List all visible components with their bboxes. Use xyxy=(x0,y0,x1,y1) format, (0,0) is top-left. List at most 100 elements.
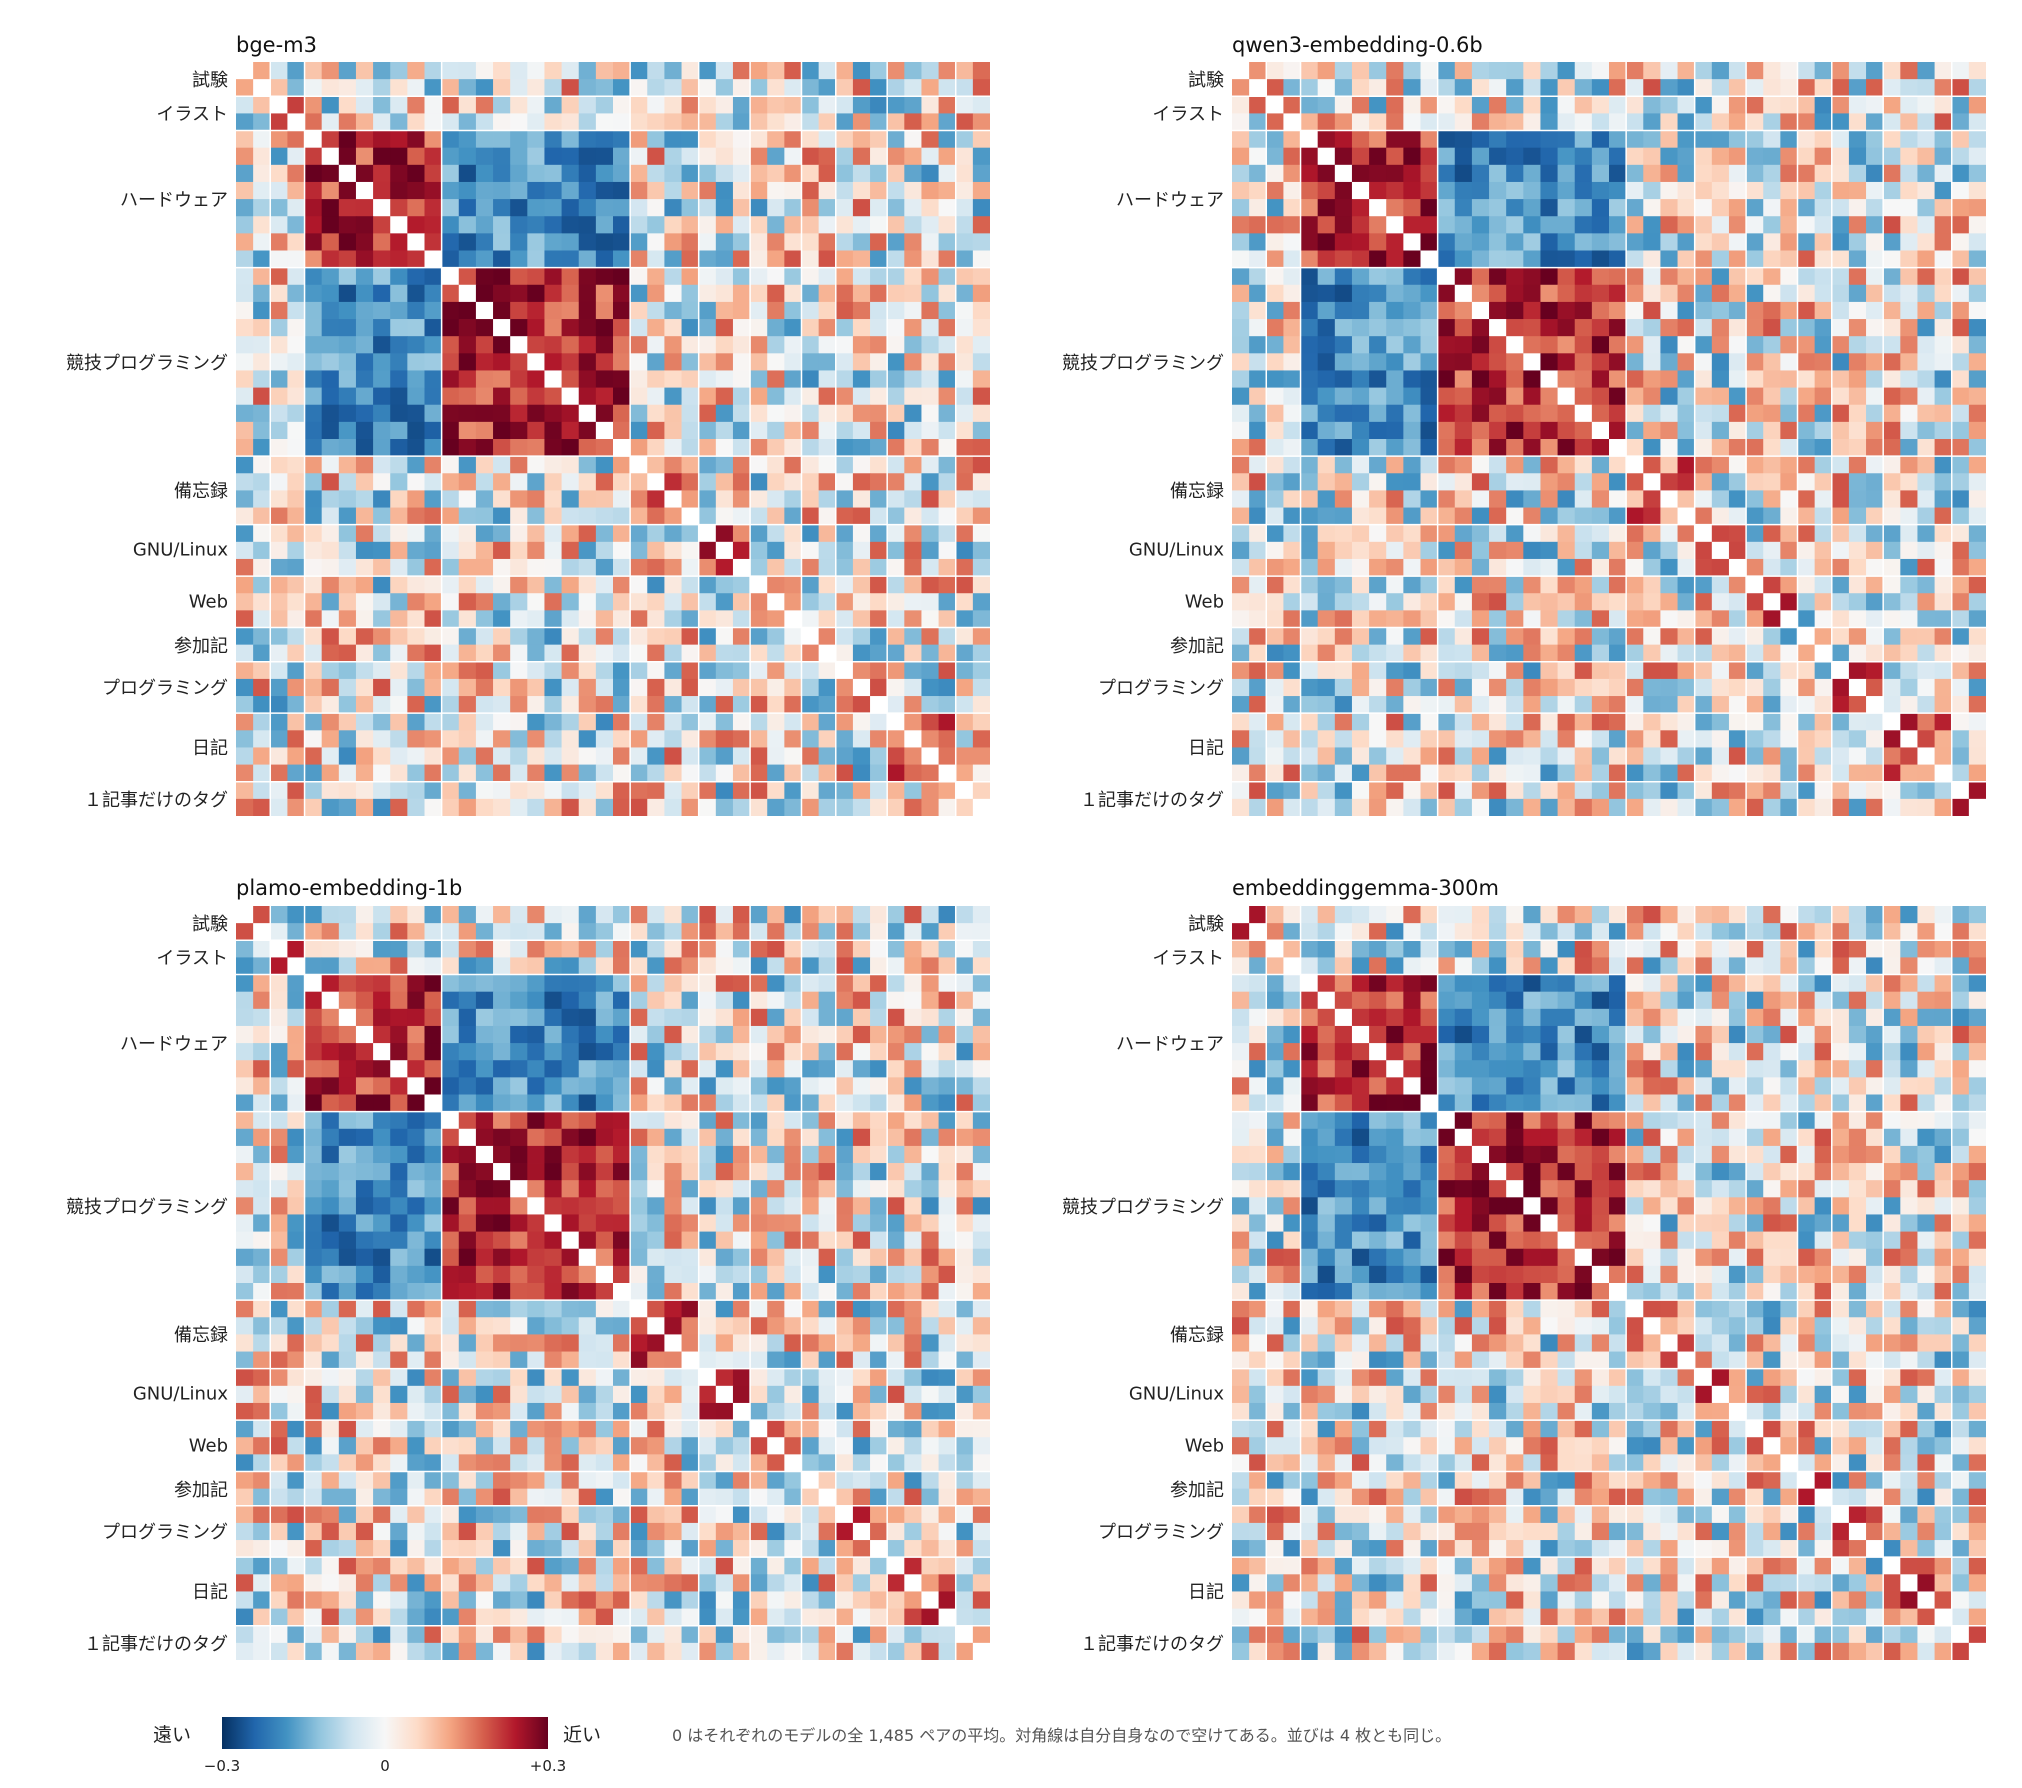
heatmap-cell xyxy=(681,1145,700,1164)
heatmap-cell xyxy=(578,730,597,748)
heatmap-cell xyxy=(1883,233,1901,251)
heatmap-cell xyxy=(1420,301,1439,320)
heatmap-cell xyxy=(1403,387,1421,406)
heatmap-cell xyxy=(1883,353,1901,371)
heatmap-cell xyxy=(801,1145,820,1164)
heatmap-cell xyxy=(1609,781,1627,800)
heatmap-cell xyxy=(1746,250,1764,269)
heatmap-cell xyxy=(424,233,443,251)
heatmap-cell xyxy=(1232,301,1250,320)
heatmap-cell xyxy=(561,96,580,114)
heatmap-cell xyxy=(287,940,305,958)
heatmap-cell xyxy=(321,1231,340,1250)
heatmap-cell xyxy=(441,1180,460,1198)
heatmap-cell xyxy=(1249,507,1267,526)
heatmap-cell xyxy=(1848,696,1867,714)
heatmap-cell xyxy=(664,1077,682,1095)
heatmap-cell xyxy=(527,558,545,577)
heatmap-cell xyxy=(578,490,597,508)
heatmap-cell xyxy=(1437,507,1456,526)
heatmap-cell xyxy=(1883,627,1901,646)
heatmap-cell xyxy=(1317,181,1336,200)
heatmap-cell xyxy=(955,319,974,337)
heatmap-cell xyxy=(510,1008,528,1027)
heatmap-cell xyxy=(887,1060,905,1078)
heatmap-cell xyxy=(852,576,871,594)
heatmap-cell xyxy=(270,1214,288,1232)
heatmap-cell xyxy=(870,1145,888,1164)
heatmap-cell xyxy=(972,1145,990,1164)
heatmap-cell xyxy=(698,439,717,457)
heatmap-cell xyxy=(1643,524,1661,543)
heatmap-cell xyxy=(287,181,305,200)
heatmap-cell xyxy=(236,456,254,474)
heatmap-cell xyxy=(613,1214,631,1232)
heatmap-cell xyxy=(801,301,820,320)
heatmap-cell xyxy=(801,661,820,680)
heatmap-cell xyxy=(544,181,562,200)
heatmap-cell xyxy=(1917,541,1935,560)
heatmap-cell xyxy=(441,627,460,646)
heatmap-cell xyxy=(1334,490,1353,508)
heatmap-cell xyxy=(493,62,511,80)
heatmap-cell xyxy=(972,1231,990,1250)
heatmap-cell xyxy=(767,974,785,993)
heatmap-cell xyxy=(338,524,357,543)
heatmap-cell xyxy=(1506,164,1524,183)
heatmap-cell xyxy=(441,1197,460,1215)
heatmap-cell xyxy=(1866,558,1884,577)
heatmap-cell xyxy=(270,940,288,958)
heatmap-cell xyxy=(493,1094,511,1113)
heatmap-cell xyxy=(647,644,665,663)
heatmap-cell xyxy=(801,1163,820,1181)
heatmap-cell xyxy=(253,130,271,149)
heatmap-cell xyxy=(1677,370,1696,388)
heatmap-cell xyxy=(561,284,580,303)
heatmap-cell xyxy=(1934,678,1953,697)
heatmap-cell xyxy=(424,923,443,941)
heatmap-cell xyxy=(767,507,785,526)
heatmap-cell xyxy=(458,130,477,149)
heatmap-cell xyxy=(1934,336,1953,354)
heatmap-cell xyxy=(441,1214,460,1232)
heatmap-cell xyxy=(253,181,271,200)
heatmap-cell xyxy=(1386,353,1404,371)
heatmap-cell xyxy=(1300,250,1319,269)
heatmap-cell xyxy=(698,1163,717,1181)
heatmap-cell xyxy=(1266,96,1284,114)
heatmap-cell xyxy=(972,524,990,543)
heatmap-cell xyxy=(373,62,391,80)
heatmap-cell xyxy=(407,421,425,440)
heatmap-cell xyxy=(1506,96,1524,114)
heatmap-cell xyxy=(732,507,751,526)
heatmap-cell xyxy=(1848,576,1867,594)
heatmap-cell xyxy=(732,199,751,217)
heatmap-cell xyxy=(1848,319,1867,337)
heatmap-cell xyxy=(355,473,374,491)
heatmap-cell xyxy=(801,524,820,543)
heatmap-cell xyxy=(424,490,443,508)
heatmap-cell xyxy=(321,130,340,149)
heatmap-cell xyxy=(818,490,837,508)
heatmap-cell xyxy=(1489,181,1507,200)
heatmap-cell xyxy=(561,233,580,251)
heatmap-cell xyxy=(1694,524,1713,543)
heatmap-cell xyxy=(1660,490,1678,508)
heatmap-cell xyxy=(1300,164,1319,183)
heatmap-cell xyxy=(407,781,425,800)
heatmap-cell xyxy=(904,940,922,958)
heatmap-cell xyxy=(236,1180,254,1198)
heatmap-cell xyxy=(1763,576,1781,594)
heatmap-cell xyxy=(1917,216,1935,234)
heatmap-cell xyxy=(698,130,717,149)
heatmap-cell xyxy=(1934,387,1953,406)
heatmap-cell xyxy=(338,473,357,491)
heatmap-cell xyxy=(698,1077,717,1095)
heatmap-cell xyxy=(750,1248,768,1267)
heatmap-cell xyxy=(1351,576,1370,594)
heatmap-cell xyxy=(355,541,374,560)
heatmap-cell xyxy=(852,661,871,680)
heatmap-cell xyxy=(1266,747,1284,765)
heatmap-cell xyxy=(887,1300,905,1318)
heatmap-cell xyxy=(1300,181,1319,200)
